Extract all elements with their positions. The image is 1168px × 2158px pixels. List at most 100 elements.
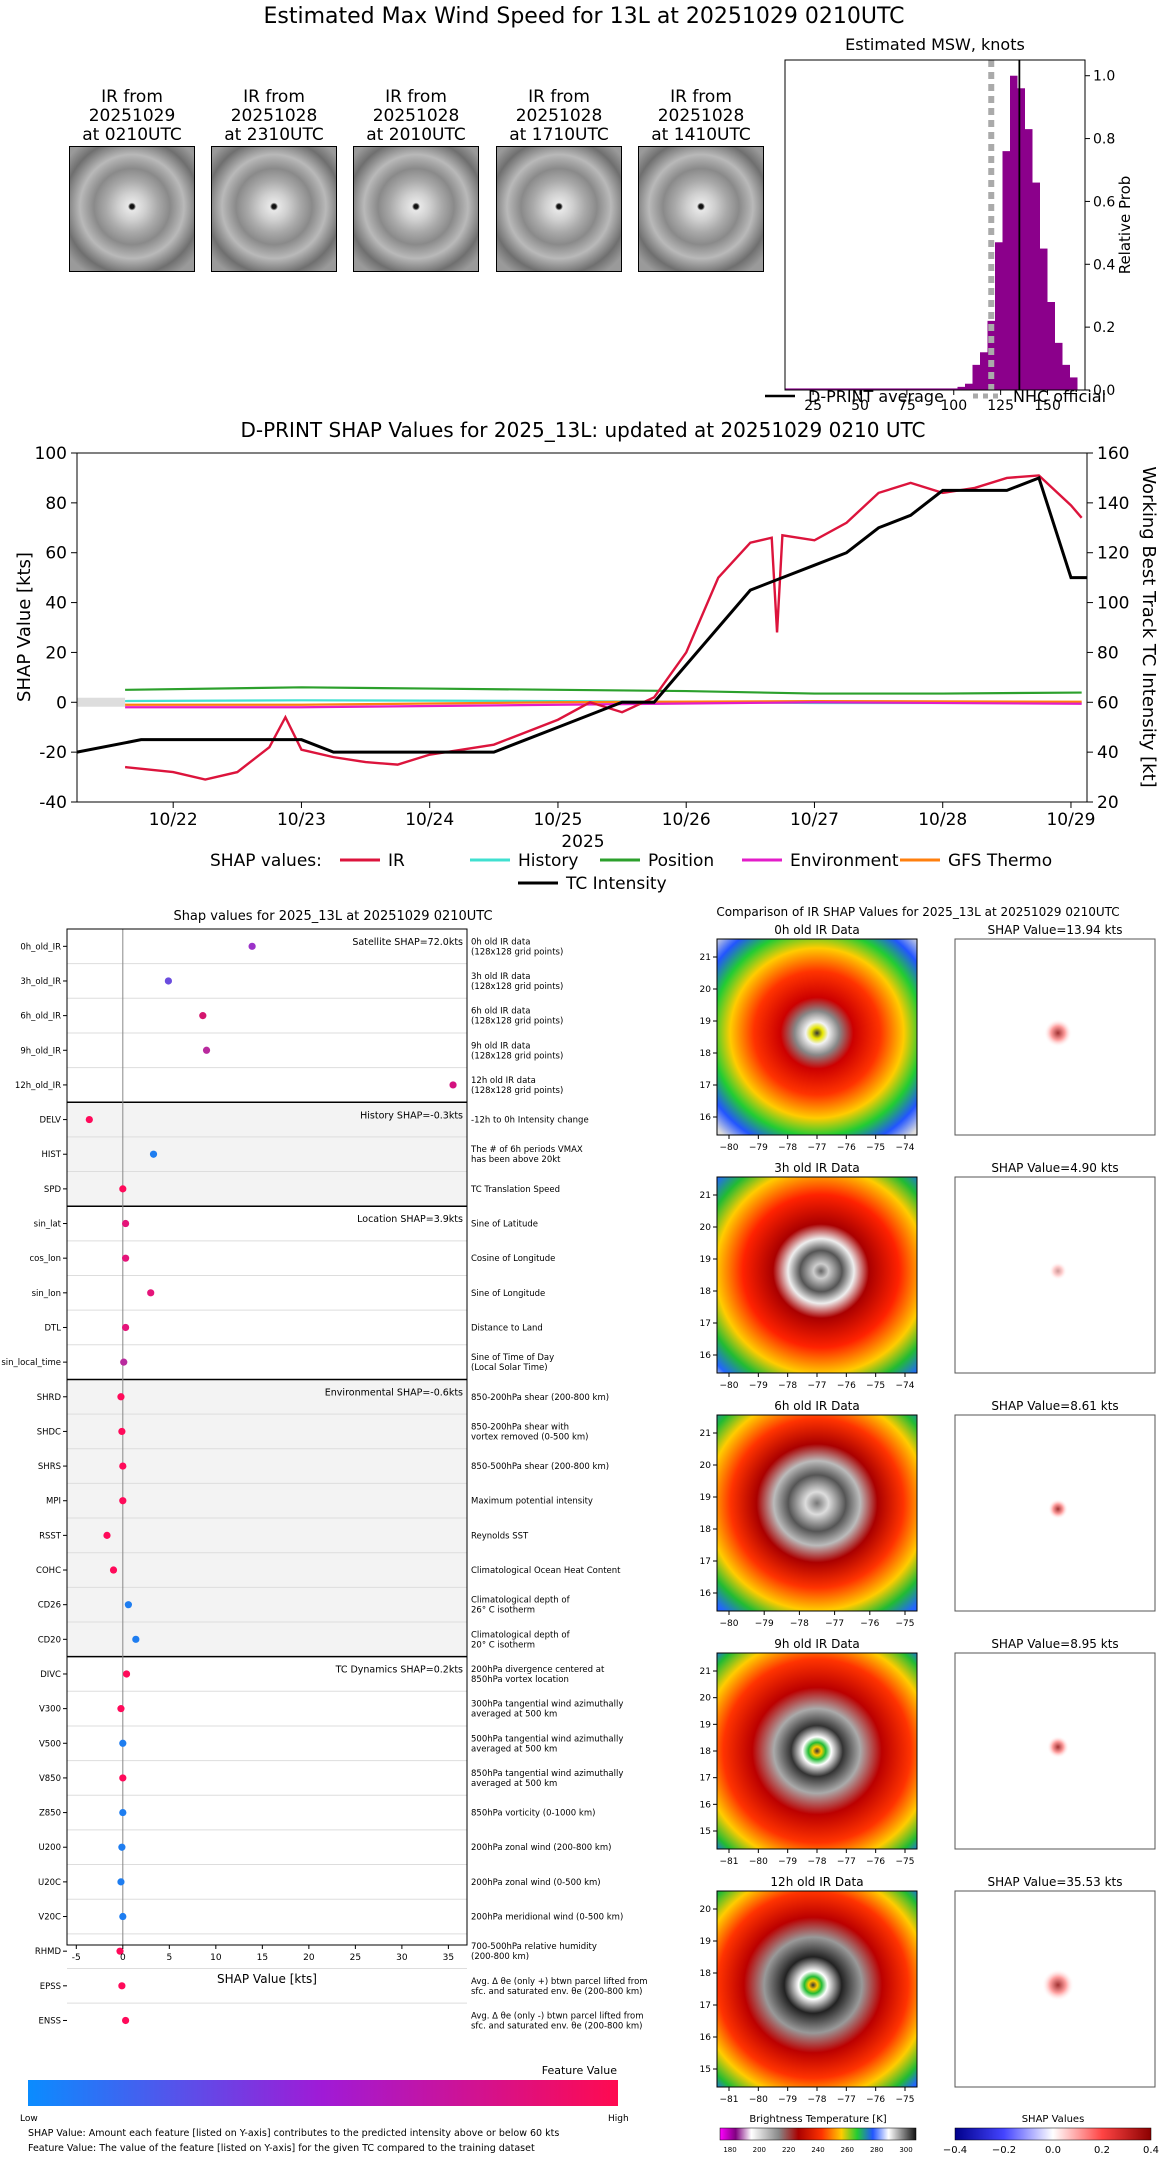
- x-tick-label: −75: [896, 1619, 915, 1629]
- thumbnail-label: IR from 20251028 at 2310UTC: [224, 87, 324, 145]
- histogram-bar: [1062, 364, 1070, 390]
- feature-dot: [164, 977, 172, 985]
- bt-colorbar-label: Brightness Temperature [K]: [749, 2114, 886, 2125]
- legend-label: IR: [388, 851, 405, 871]
- x-tick-label: −78: [808, 1857, 827, 1867]
- feature-label: 0h_old_IR: [20, 942, 61, 952]
- feature-description: Reynolds SST: [471, 1531, 529, 1541]
- feature-label: COHC: [36, 1566, 61, 1576]
- feature-label: cos_lon: [29, 1254, 61, 1264]
- y-tick-label: 1.0: [1093, 69, 1115, 85]
- shap-hotspot: [1044, 1019, 1072, 1047]
- feature-label: SHRD: [37, 1393, 62, 1403]
- y2-tick-label: 100: [1097, 594, 1129, 614]
- feature-description: Sine of Time of Day (Local Solar Time): [471, 1353, 554, 1373]
- y-tick-label: 18: [700, 1747, 712, 1757]
- histogram-bar: [845, 388, 853, 390]
- feature-dot: [132, 1635, 140, 1643]
- x-tick-label: 10/28: [918, 810, 967, 830]
- y2-tick-label: 160: [1097, 444, 1129, 464]
- feature-description: The # of 6h periods VMAX has been above 2…: [470, 1145, 583, 1165]
- ir-thumbnail-image: [211, 146, 337, 272]
- bt-tick-label: 180: [723, 2146, 736, 2154]
- shap-timeseries-chart: D-PRINT SHAP Values for 2025_13L: update…: [14, 418, 1159, 894]
- feature-dot: [119, 1185, 127, 1193]
- feature-dot: [85, 1115, 93, 1124]
- shap-panel-title: SHAP Value=35.53 kts: [988, 1875, 1123, 1889]
- histogram-bar: [972, 364, 980, 390]
- feature-labels: 0h_old_IR 3h_old_IR 6h_old_IR 9h_old_IR 12h_…: [1, 942, 67, 2026]
- feature-description: Cosine of Longitude: [471, 1254, 555, 1264]
- y2-tick-label: 20: [1097, 793, 1119, 813]
- y-tick-label: 21: [700, 1191, 711, 1201]
- x-tick-label: −78: [778, 1143, 797, 1153]
- feature-label: 3h_old_IR: [20, 977, 61, 987]
- y-tick-label: 80: [45, 494, 67, 514]
- histogram-bar: [822, 388, 830, 390]
- feature-label: Z850: [39, 1809, 61, 1819]
- histogram-x-ticks: 25 50 75 100 125 150: [804, 390, 1061, 414]
- feature-description: 12h old IR data (128x128 grid points): [471, 1076, 563, 1096]
- ir-image-panel: [716, 1414, 918, 1612]
- histogram-bar: [942, 388, 950, 390]
- feature-dots: [85, 942, 457, 2025]
- histogram-bar: [897, 388, 905, 390]
- feature-description: 850hPa vorticity (0-1000 km): [471, 1809, 595, 1819]
- series-line-ir: [124, 474, 1083, 781]
- x-tick-label: −75: [866, 1381, 885, 1391]
- x-tick-label: 25: [804, 398, 822, 414]
- y2-tick-label: 40: [1097, 743, 1119, 763]
- feature-description: Sine of Latitude: [471, 1220, 538, 1230]
- histogram-bar: [935, 388, 943, 390]
- shap-tick-label: −0.2: [992, 2145, 1016, 2156]
- feature-label: RSST: [39, 1531, 62, 1541]
- ir-image-panel: [716, 1890, 918, 2088]
- x-tick-label: −80: [749, 1857, 768, 1867]
- histogram-bar: [987, 320, 995, 390]
- x-tick-label: −78: [790, 1619, 809, 1629]
- x-tick-label: 125: [987, 398, 1014, 414]
- histogram-y-ticks: 0.0 0.2 0.4 0.6 0.8 1.0: [1085, 69, 1115, 399]
- ir-panel-title: 3h old IR Data: [774, 1161, 860, 1175]
- x-tick-label: −75: [896, 2095, 915, 2105]
- histogram-bar: [867, 388, 875, 390]
- x-tick-label: 10/22: [149, 810, 198, 830]
- feature-label: RHMD: [35, 1947, 62, 1957]
- colorbar-title: Feature Value: [542, 2064, 618, 2077]
- x-tick-label: 35: [443, 1953, 454, 1963]
- y-tick-label: 16: [700, 1113, 712, 1123]
- feature-dot: [124, 1601, 132, 1609]
- msw-histogram-chart: Estimated MSW, knots 25 50 75 100 125 150 0.0…: [765, 35, 1134, 414]
- feature-description: 500hPa tangential wind azimuthally averag…: [471, 1734, 623, 1754]
- histogram-title: Estimated MSW, knots: [845, 35, 1025, 54]
- y-tick-label: 19: [700, 1720, 712, 1730]
- x-tick-label: −78: [778, 1381, 797, 1391]
- histogram-bar: [1010, 75, 1018, 390]
- group-label: Location SHAP=3.9kts: [357, 1214, 463, 1225]
- feature-dot: [119, 1462, 127, 1470]
- feature-description: TC Translation Speed: [470, 1185, 560, 1195]
- x-tick-label: −79: [749, 1143, 768, 1153]
- group-label: TC Dynamics SHAP=0.2kts: [335, 1665, 463, 1676]
- feature-label: V500: [39, 1739, 61, 1749]
- y-tick-label: 40: [45, 594, 67, 614]
- histogram-bar: [815, 388, 823, 390]
- feature-dot: [122, 2016, 130, 2025]
- feature-description: -12h to 0h Intensity change: [471, 1116, 589, 1126]
- bt-colorbar-ticks: 180 200 220 240 260 280 300: [723, 2146, 912, 2154]
- bt-tick-label: 260: [841, 2146, 854, 2154]
- feature-dot: [248, 942, 256, 950]
- feature-label: SHRS: [38, 1462, 61, 1472]
- feature-dot: [119, 1808, 127, 1817]
- timeseries-plot-frame: [76, 452, 1088, 803]
- feature-x-ticks: -5 0 5 10 15 20 25 30 35: [72, 1945, 454, 1963]
- histogram-bar: [830, 388, 838, 390]
- histogram-bar: [980, 352, 988, 390]
- ir-image-panel: [716, 1176, 918, 1374]
- legend-title: SHAP values:: [210, 851, 322, 871]
- x-tick-label: −81: [720, 1857, 739, 1867]
- x-tick-label: −76: [860, 1619, 879, 1629]
- feature-label: U20C: [38, 1878, 61, 1888]
- y-tick-label: 0: [56, 693, 67, 713]
- histogram-bar: [920, 388, 928, 390]
